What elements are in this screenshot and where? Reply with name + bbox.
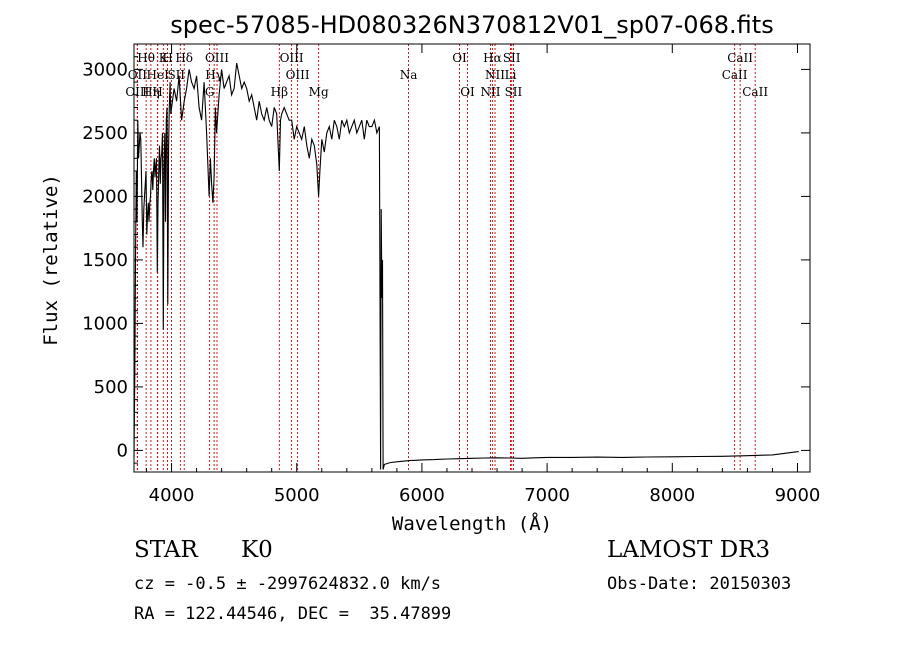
line-marker-label: II — [176, 68, 186, 82]
line-marker-label: Mg — [309, 85, 329, 99]
line-marker-label: K — [159, 51, 169, 65]
y-tick-label: 3000 — [82, 59, 128, 80]
x-tick-label: 7000 — [524, 485, 570, 506]
redshift-readout: cz = -0.5 ± -2997624832.0 km/s — [134, 574, 442, 594]
line-marker-label: CaII — [742, 85, 768, 99]
x-tick-label: 5000 — [274, 485, 320, 506]
line-marker-label: OIII — [205, 51, 229, 65]
line-marker-label: Li — [505, 68, 517, 82]
observation-date: Obs-Date: 20150303 — [607, 574, 792, 594]
axis-tick-labels: 4000 5000 6000 7000 8000 9000 0 500 1000 1500 2000… — [82, 59, 820, 506]
line-marker-label: NII — [485, 68, 505, 82]
line-marker-label: OI — [452, 51, 467, 65]
axis-ticks — [134, 44, 810, 472]
line-marker-label: SII — [505, 85, 523, 99]
line-marker-label: OI — [460, 85, 475, 99]
y-tick-label: 0 — [117, 440, 128, 461]
line-marker-label: H — [152, 85, 162, 99]
y-tick-label: 2500 — [82, 123, 128, 144]
line-marker-label: Hα — [483, 51, 502, 65]
line-marker-label: H — [162, 51, 172, 65]
line-marker-label: OIII — [286, 68, 310, 82]
x-tick-label: 6000 — [399, 485, 445, 506]
coordinates-readout: RA = 122.44546, DEC = 35.47899 — [134, 604, 452, 624]
line-marker-label: NII — [481, 85, 501, 99]
spectrum-line — [133, 62, 799, 470]
line-marker-label: OII — [128, 68, 148, 82]
line-marker-label: Hγ — [205, 68, 223, 82]
line-marker-label: CaII — [722, 68, 748, 82]
line-marker-label: OIII — [280, 51, 304, 65]
x-tick-label: 8000 — [649, 485, 695, 506]
emission-line-markers — [136, 44, 756, 472]
object-subclass: K0 — [241, 537, 273, 563]
y-tick-label: 2000 — [82, 186, 128, 207]
line-marker-label: SII — [503, 51, 521, 65]
y-tick-label: 1000 — [82, 313, 128, 334]
line-marker-label: Hθ — [137, 51, 155, 65]
line-marker-label: Hη — [142, 85, 160, 99]
y-tick-label: 1500 — [82, 250, 128, 271]
line-marker-label: G — [205, 85, 215, 99]
y-axis-label: Flux (relative) — [40, 174, 62, 346]
line-marker-label: OIII — [125, 85, 149, 99]
y-tick-label: 500 — [94, 377, 128, 398]
line-marker-label: Hδ — [175, 51, 193, 65]
chart-title: spec-57085-HD080326N370812V01_sp07-068.f… — [170, 11, 773, 39]
object-class: STAR — [134, 537, 198, 563]
x-tick-label: 4000 — [149, 485, 195, 506]
line-marker-label: Hβ — [271, 85, 288, 99]
x-axis-label: Wavelength (Å) — [392, 512, 552, 535]
line-marker-label: HeI — [147, 68, 170, 82]
plot-frame — [133, 43, 811, 473]
x-tick-label: 9000 — [775, 485, 821, 506]
line-marker-label: CaII — [727, 51, 753, 65]
line-marker-label: Na — [400, 68, 418, 82]
line-marker-label: S — [167, 68, 175, 82]
survey-name: LAMOST DR3 — [607, 537, 771, 563]
